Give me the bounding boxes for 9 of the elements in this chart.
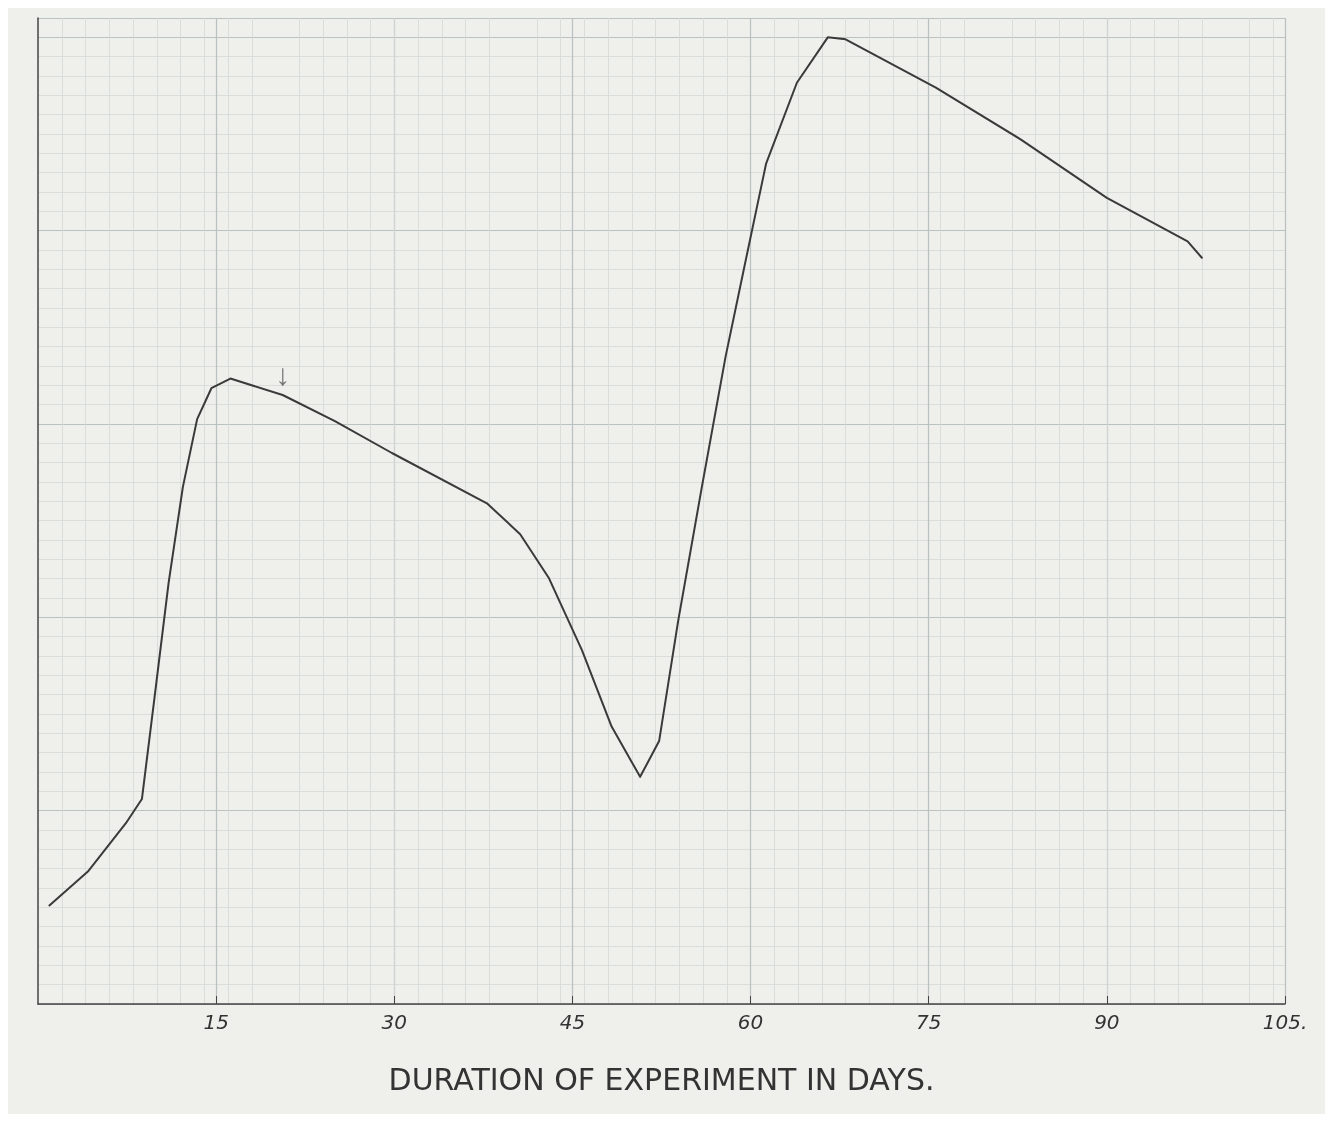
x-tick-label: 60 <box>737 1010 764 1034</box>
x-tick-label: 30 <box>381 1010 408 1034</box>
x-tick-label: 15 <box>203 1010 229 1034</box>
x-axis-title: DURATION OF EXPERIMENT IN DAYS. <box>388 1061 935 1097</box>
x-tick-label: 90 <box>1094 1010 1120 1034</box>
x-tick-label: 75 <box>915 1010 942 1034</box>
annotation: ↓ <box>275 357 291 391</box>
x-tick-label: 45 <box>559 1010 586 1034</box>
x-tick-label: 105. <box>1262 1010 1308 1034</box>
